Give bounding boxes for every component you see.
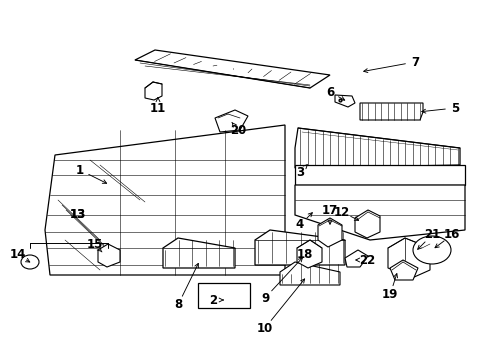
Text: 7: 7 [410,55,418,68]
Text: 13: 13 [70,208,86,221]
Text: 1: 1 [76,163,84,176]
Text: 3: 3 [295,166,304,179]
Text: 4: 4 [295,219,304,231]
Text: 2: 2 [208,293,217,306]
Text: 14: 14 [10,248,26,261]
Ellipse shape [412,236,450,264]
Polygon shape [215,110,247,132]
Polygon shape [280,262,339,285]
Polygon shape [254,230,345,265]
Polygon shape [359,103,422,120]
Text: 5: 5 [450,102,458,114]
Text: 18: 18 [296,248,312,261]
Ellipse shape [21,255,39,269]
Polygon shape [296,240,321,268]
Text: 12: 12 [333,206,349,219]
Polygon shape [389,260,417,280]
Polygon shape [387,238,429,278]
Text: 21: 21 [423,229,439,242]
Text: 8: 8 [174,298,182,311]
Text: 6: 6 [325,85,333,99]
Polygon shape [145,82,162,100]
Polygon shape [334,95,354,107]
Text: 19: 19 [381,288,397,302]
Polygon shape [317,218,341,247]
Polygon shape [354,210,379,238]
Text: 20: 20 [229,123,245,136]
Polygon shape [135,50,329,88]
Text: 22: 22 [358,253,374,266]
Text: 17: 17 [321,203,337,216]
Text: 11: 11 [149,102,166,114]
Polygon shape [198,283,249,308]
Text: 16: 16 [443,229,459,242]
Text: 13: 13 [70,208,86,221]
Polygon shape [294,165,464,185]
Text: 15: 15 [87,238,103,252]
Polygon shape [163,238,235,268]
Polygon shape [45,125,285,275]
Polygon shape [345,250,367,267]
Text: 10: 10 [256,321,273,334]
Text: 9: 9 [260,292,268,305]
Polygon shape [98,244,120,267]
Polygon shape [294,185,464,240]
Polygon shape [294,128,459,168]
